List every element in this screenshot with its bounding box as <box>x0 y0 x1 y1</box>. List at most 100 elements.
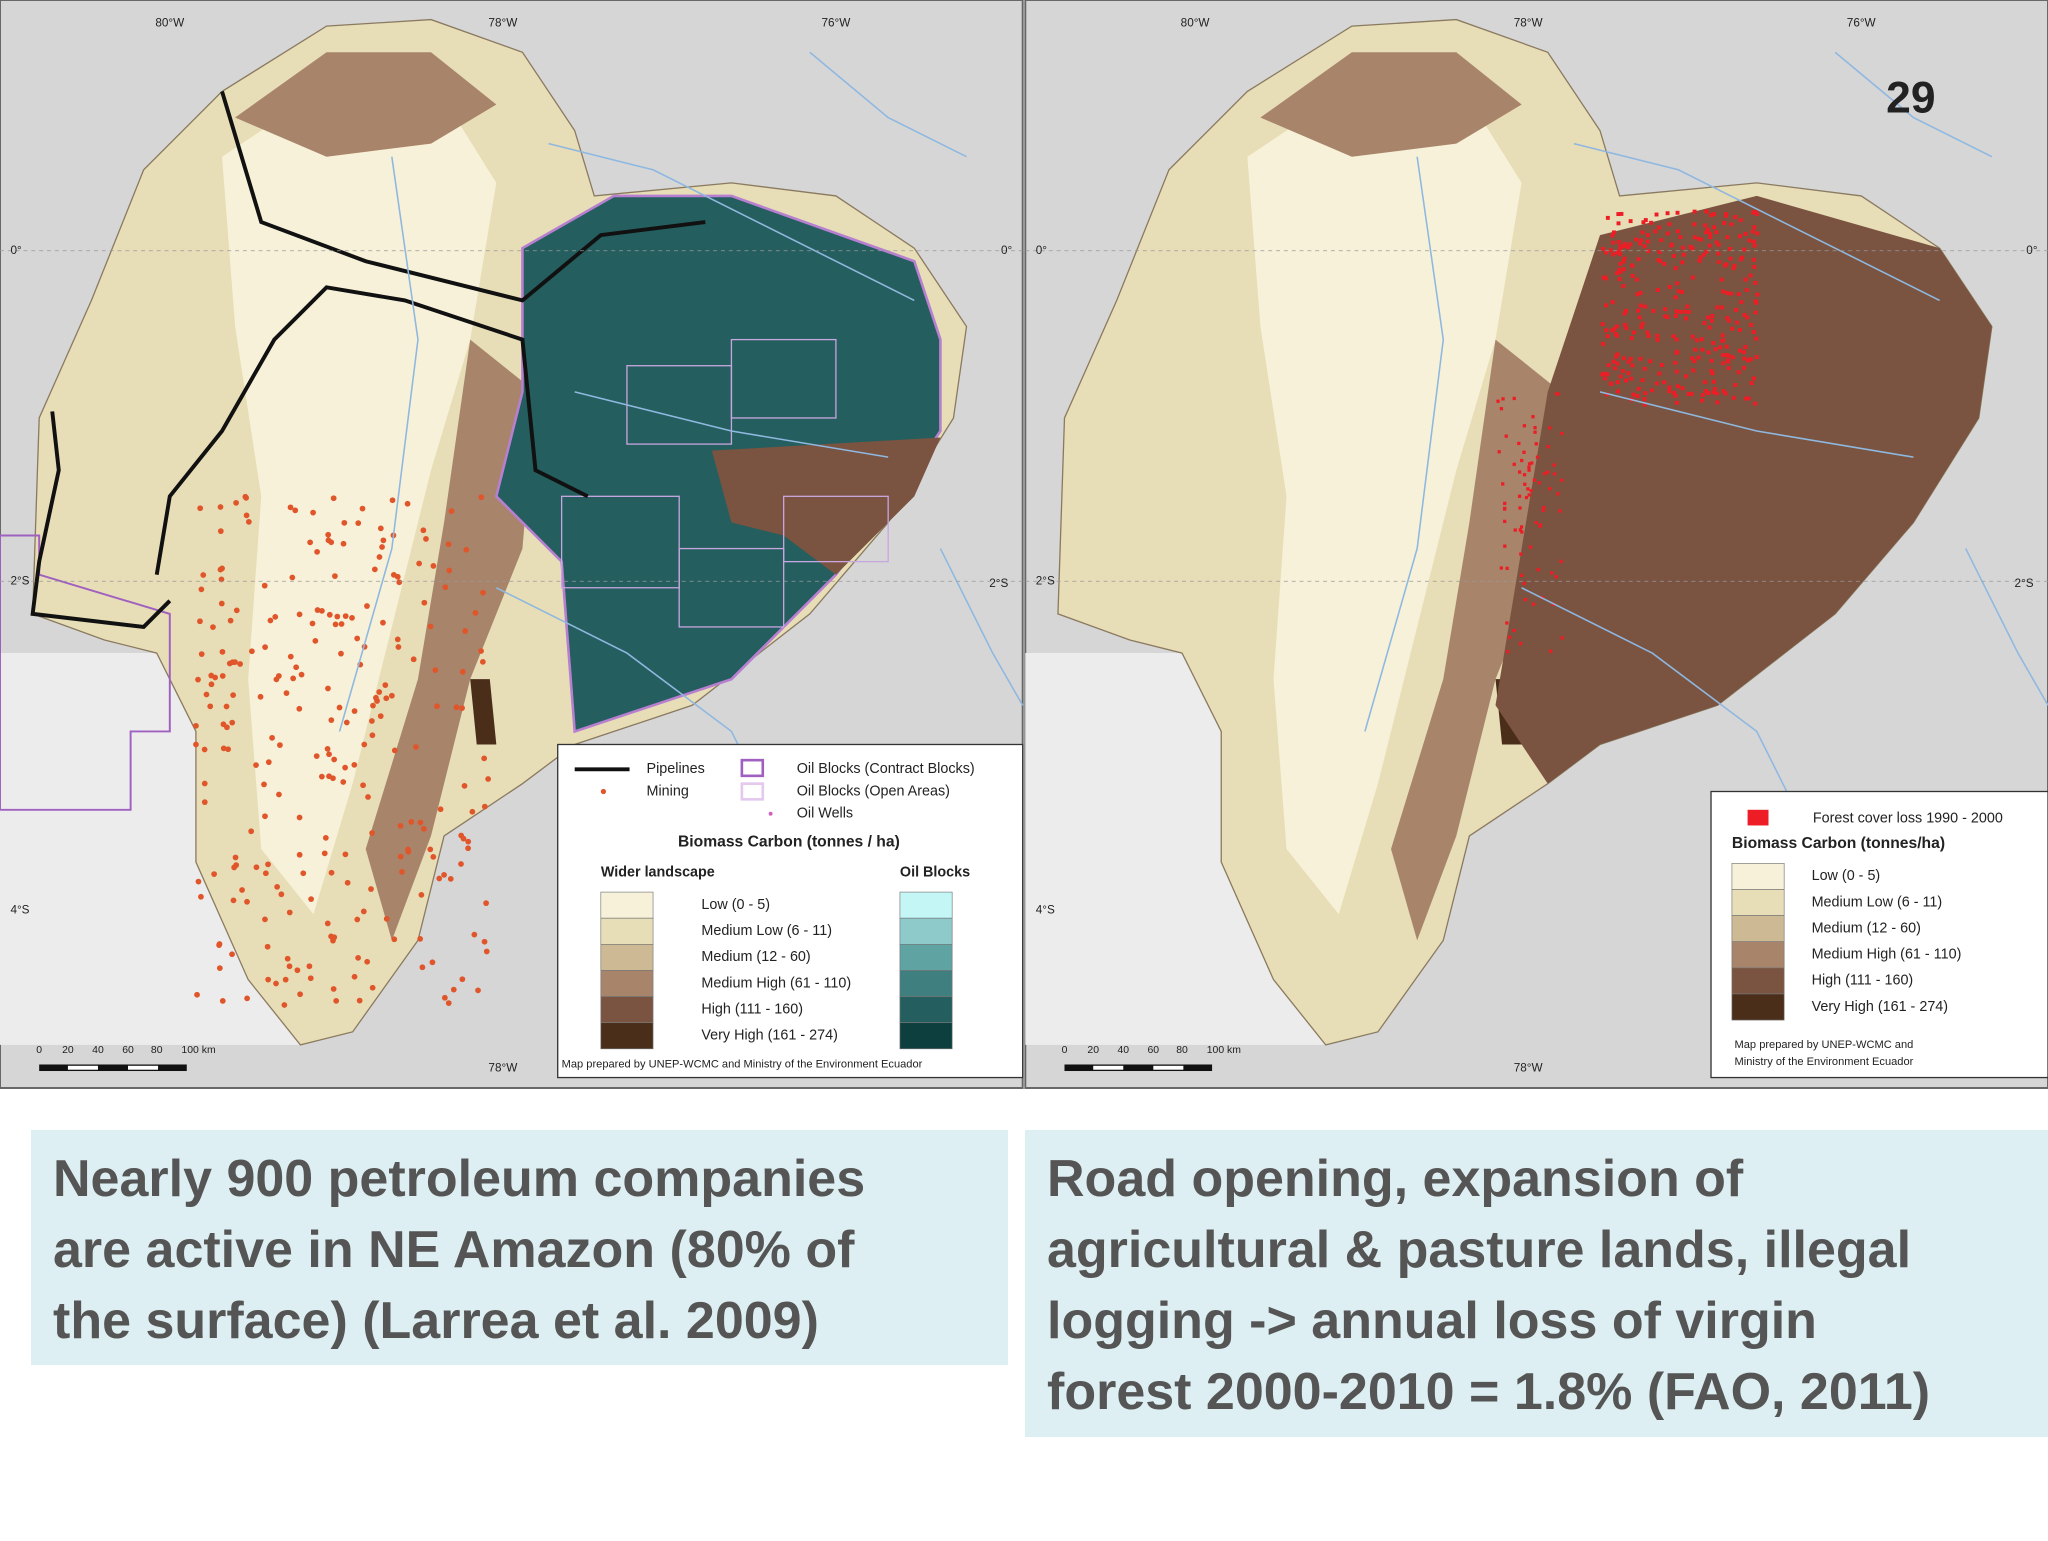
mining-site <box>201 780 208 787</box>
forest-loss <box>1674 337 1679 342</box>
forest-loss <box>1733 215 1738 220</box>
forest-loss <box>1601 246 1606 251</box>
mining-site <box>429 959 436 966</box>
forest-loss <box>1548 487 1552 491</box>
forest-loss <box>1605 215 1610 220</box>
forest-loss <box>1667 222 1672 227</box>
mining-site <box>472 610 479 616</box>
legend-class: Medium Low (6 - 11) <box>1812 894 1943 910</box>
forest-loss <box>1517 441 1521 446</box>
forest-loss <box>1533 426 1537 430</box>
forest-loss <box>1697 236 1702 241</box>
mining-site <box>308 896 314 903</box>
forest-loss <box>1711 390 1716 395</box>
mining-site <box>338 650 344 657</box>
river <box>548 142 915 302</box>
forest-loss <box>1626 371 1631 376</box>
mining-site <box>419 964 426 971</box>
forest-loss <box>1503 519 1507 524</box>
forest-loss <box>1528 545 1533 549</box>
legend-class: High (111 - 160) <box>1812 973 1914 989</box>
forest-loss <box>1614 354 1619 359</box>
forest-loss <box>1518 641 1523 646</box>
scale-label: 80 <box>151 1045 163 1056</box>
forest-loss <box>1690 275 1695 280</box>
forest-loss <box>1657 250 1662 254</box>
mining-site <box>326 773 332 780</box>
forest-loss <box>1706 315 1710 320</box>
oil-block <box>678 547 785 628</box>
mining-site <box>461 782 468 789</box>
forest-loss <box>1527 465 1531 469</box>
forest-loss <box>1690 356 1695 361</box>
forest-loss <box>1621 267 1626 272</box>
forest-loss <box>1713 386 1717 391</box>
forest-loss <box>1726 359 1731 364</box>
mining-site <box>342 764 348 771</box>
forest-loss <box>1658 259 1663 264</box>
forest-loss <box>1637 315 1642 320</box>
forest-loss <box>1751 210 1756 215</box>
forest-loss <box>1635 394 1640 399</box>
forest-loss <box>1726 366 1731 371</box>
sea <box>0 653 301 1045</box>
mining-site <box>220 721 227 728</box>
forest-loss <box>1622 311 1627 316</box>
forest-loss <box>1629 336 1634 341</box>
forest-loss <box>1674 369 1679 374</box>
forest-loss <box>1556 392 1560 396</box>
mining-site <box>391 747 398 754</box>
mining-site <box>351 761 358 768</box>
scale-bar <box>1064 1064 1213 1072</box>
coordinate-label: 0° <box>1001 244 1012 257</box>
forest-loss <box>1720 338 1725 343</box>
forest-loss <box>1645 233 1650 238</box>
mining-site <box>380 537 387 544</box>
mining-site <box>243 512 250 519</box>
mining-site <box>355 954 361 961</box>
north-forest <box>235 52 497 157</box>
legend-class: Very High (161 - 274) <box>701 1028 837 1044</box>
forest-loss <box>1610 328 1615 333</box>
mining-site <box>217 504 224 510</box>
legend-swatch <box>899 943 953 971</box>
forest-loss <box>1711 341 1716 345</box>
forest-loss <box>1535 455 1540 459</box>
mining-site <box>338 621 345 627</box>
forest-loss <box>1662 262 1667 266</box>
mining-site <box>290 675 297 682</box>
forest-loss <box>1708 231 1713 236</box>
mining-site <box>364 958 371 965</box>
forest-loss <box>1702 321 1707 326</box>
mining-site <box>217 528 224 535</box>
forest-loss <box>1742 365 1746 370</box>
mining-site <box>232 659 238 665</box>
sea <box>1025 653 1326 1045</box>
forest-loss <box>1512 462 1516 466</box>
forest-loss <box>1754 355 1759 360</box>
forest-loss <box>1707 243 1712 248</box>
forest-loss <box>1724 212 1729 217</box>
mining-site <box>286 963 293 970</box>
forest-loss <box>1617 277 1622 281</box>
forest-loss <box>1699 237 1704 242</box>
mining-site <box>453 704 460 711</box>
forest-loss <box>1529 489 1533 493</box>
mining-site <box>445 1000 452 1006</box>
forest-loss <box>1626 245 1631 250</box>
mining-site <box>432 667 439 673</box>
forest-loss <box>1639 238 1644 243</box>
forest-loss <box>1695 338 1699 343</box>
mining-site <box>319 608 325 614</box>
mining-site <box>277 742 283 748</box>
mining-site <box>226 660 233 667</box>
forest-loss <box>1742 350 1746 355</box>
mining-site <box>201 799 208 806</box>
forest-loss <box>1710 314 1715 318</box>
coordinate-label: 76°W <box>1847 17 1877 30</box>
forest-loss <box>1725 235 1730 240</box>
mining-site <box>219 673 226 679</box>
forest-loss <box>1503 506 1507 511</box>
forest-loss <box>1552 472 1557 476</box>
mining-site <box>292 507 299 514</box>
